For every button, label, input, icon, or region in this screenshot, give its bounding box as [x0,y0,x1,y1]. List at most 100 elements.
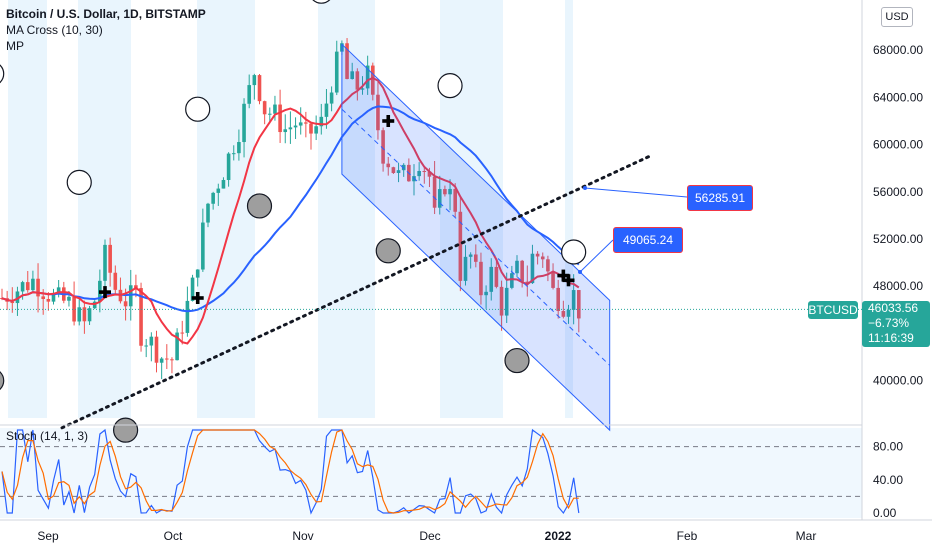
channel-midline [341,108,611,366]
candle-body [273,104,277,114]
candle-body [242,103,246,143]
indicator-mp[interactable]: MP [6,39,24,53]
stoch-indicator-label[interactable]: Stoch (14, 1, 3) [6,429,89,443]
candle-body [355,71,360,90]
candle-body [504,287,509,316]
candle-body [566,309,571,317]
callout-anchor [583,186,587,190]
candle-body [463,256,468,281]
candle-body [206,203,210,223]
mp-circle-filled [375,238,401,264]
ma-cross-marker [99,286,111,299]
candle-body [479,261,483,296]
candle-body [231,153,236,155]
price-tick-label: 52000.00 [873,232,923,246]
session-band [8,0,47,418]
price-tick-label: 48000.00 [873,279,923,293]
candle-body [561,310,566,317]
candle-body [571,290,576,310]
candle-body [540,256,545,260]
candle-body [262,101,267,115]
candle-body [417,170,421,177]
candles [0,38,581,380]
ma-cross-marker [191,292,204,304]
candle-body [288,127,293,130]
candle-body [314,126,318,134]
symbol-title[interactable]: Bitcoin / U.S. Dollar, 1D, BITSTAMP [6,7,206,21]
candle-body [72,296,76,322]
callout-49065[interactable]: 49065.24 [613,227,683,253]
currency-button[interactable]: USD [881,7,913,27]
candle-body [56,287,61,294]
time-tick-label: Sep [37,529,59,543]
price-tick-label: 60000.00 [873,138,923,152]
stoch-tick-label: 40.00 [873,473,903,487]
candle-body [15,291,20,304]
candle-body [304,122,308,124]
candle-body [185,300,190,333]
candle-body [515,260,519,274]
price-tick-label: 64000.00 [873,90,923,104]
candle-body [108,244,112,273]
candle-body [103,244,107,281]
ma-cross-marker [557,269,570,282]
candle-body [180,332,185,334]
mp-circle-hollow [312,0,331,4]
candle-body [46,298,51,302]
callout-anchor [578,270,582,274]
mp-circle-hollow [66,169,92,195]
candle-body [329,92,334,104]
price-tick-label: 56000.00 [873,185,923,199]
candle-body [468,254,473,257]
candle-body [381,130,385,164]
indicator-ma-cross[interactable]: MA Cross (10, 30) [6,23,103,37]
mp-circle-filled [246,193,273,219]
candle-body [226,153,231,180]
session-band [78,0,131,418]
mp-circle-hollow [0,64,5,84]
candle-body [51,293,56,302]
candle-body [371,65,375,95]
candle-body [268,113,272,115]
candle-body [324,103,329,117]
candle-body [298,122,303,126]
candle-body [144,345,148,347]
candle-body [443,189,447,195]
ma-fast-line [1,76,580,345]
candle-body [401,164,406,171]
candle-body [396,170,401,173]
candle-body [453,188,457,212]
candle-body [31,278,35,291]
callout-56285[interactable]: 56285.91 [687,185,753,211]
time-tick-label: Oct [164,529,183,543]
chart-legend: Bitcoin / U.S. Dollar, 1D, BITSTAMP MA C… [6,6,206,54]
candle-body [484,291,488,296]
candle-body [520,260,524,282]
candle-body [283,129,288,133]
candle-body [494,266,499,287]
candle-body [556,287,560,311]
candle-body [422,170,427,172]
ma-cross-marker [562,274,575,287]
stoch-k-line [1,428,580,515]
candle-body [510,273,514,288]
ma-cross-marker [382,115,395,127]
candle-body [10,301,15,304]
mp-circle-hollow [437,72,463,99]
candle-body [149,336,154,346]
candle-body [345,43,349,79]
candle-body [360,88,365,90]
price-axis: 68000.00 64000.00 60000.00 56000.00 52000.00… [861,0,923,520]
candle-body [499,286,504,316]
stoch-tick-label: 80.00 [873,440,903,454]
candle-body [134,285,138,289]
candle-body [77,307,82,322]
candle-body [247,85,251,104]
candle-body [530,253,535,284]
candle-body [159,358,164,363]
candle-body [474,254,478,262]
mp-circle-filled [504,347,530,374]
candle-body [293,125,298,128]
candle-body [427,171,432,177]
